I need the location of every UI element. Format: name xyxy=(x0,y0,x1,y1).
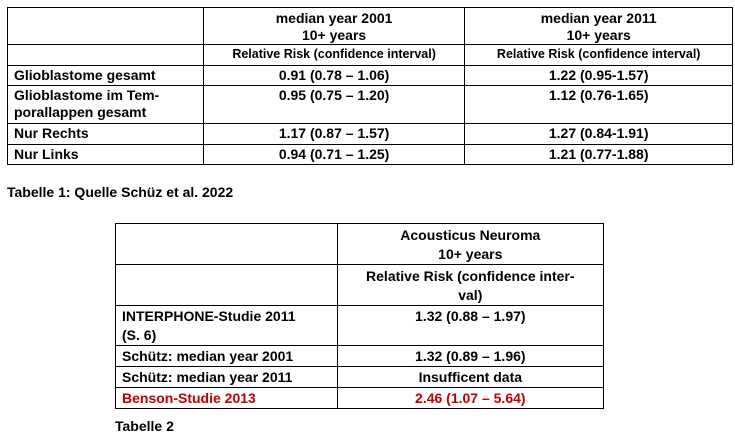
header-text: 10+ years xyxy=(438,246,503,262)
table-row: Schütz: median year 2011 Insufficent dat… xyxy=(115,366,605,388)
table-1-caption: Tabelle 1: Quelle Schüz et al. 2022 xyxy=(7,184,234,200)
row-label: Glioblastome im Tem- porallappen gesamt xyxy=(7,85,204,124)
header-cell: median year 2001 10+ years xyxy=(202,7,466,45)
row-value: 2.46 (1.07 – 5.64) xyxy=(336,387,605,409)
header-text: Acousticus Neuroma xyxy=(400,227,541,243)
row-value: Insufficent data xyxy=(336,366,605,388)
row-value: 0.94 (0.71 – 1.25) xyxy=(202,144,466,165)
row-label: INTERPHONE-Studie 2011 (S. 6) xyxy=(115,305,338,346)
row-value: 1.12 (0.76-1.65) xyxy=(464,85,733,124)
table-row: Nur Links 0.94 (0.71 – 1.25) 1.21 (0.77-… xyxy=(7,144,733,165)
subheader-text: Relative Risk (confidence inter- xyxy=(366,268,575,284)
header-text: 10+ years xyxy=(566,27,631,43)
header-cell: median year 2011 10+ years xyxy=(464,7,733,45)
subheader-empty-cell xyxy=(7,44,204,66)
header-text: median year 2011 xyxy=(540,10,657,26)
row-value: 1.27 (0.84-1.91) xyxy=(464,123,733,145)
header-empty-cell xyxy=(7,7,204,45)
row-label: Nur Links xyxy=(7,144,204,165)
subheader-empty-cell xyxy=(115,264,338,306)
subheader-cell: Relative Risk (confidence inter- val) xyxy=(336,264,605,306)
row-label: Schütz: median year 2001 xyxy=(115,345,338,367)
row-label: Glioblastome gesamt xyxy=(7,65,204,86)
table-row: Nur Rechts 1.17 (0.87 – 1.57) 1.27 (0.84… xyxy=(7,123,733,145)
header-empty-cell xyxy=(115,223,338,265)
row-value: 1.21 (0.77-1.88) xyxy=(464,144,733,165)
table-row: Benson-Studie 2013 2.46 (1.07 – 5.64) xyxy=(115,387,605,409)
subheader-cell: Relative Risk (confidence interval) xyxy=(464,44,733,66)
table-subheader-row: Relative Risk (confidence interval) Rela… xyxy=(7,44,733,66)
row-label-line: INTERPHONE-Studie 2011 xyxy=(122,308,296,324)
row-label: Schütz: median year 2011 xyxy=(115,366,338,388)
row-label-line: porallappen gesamt xyxy=(14,104,147,120)
table-row: Glioblastome im Tem- porallappen gesamt … xyxy=(7,85,733,124)
table-header-row: median year 2001 10+ years median year 2… xyxy=(7,7,733,45)
table-row: INTERPHONE-Studie 2011 (S. 6) 1.32 (0.88… xyxy=(115,305,605,346)
header-text: 10+ years xyxy=(301,27,367,43)
row-label: Benson-Studie 2013 xyxy=(115,387,338,409)
row-label: Nur Rechts xyxy=(7,123,204,145)
row-value: 0.91 (0.78 – 1.06) xyxy=(202,65,466,86)
row-label-line: Glioblastome im Tem- xyxy=(14,87,160,103)
table-header-row: Acousticus Neuroma 10+ years xyxy=(115,223,605,265)
header-text: median year 2001 xyxy=(275,10,393,26)
table-subheader-row: Relative Risk (confidence inter- val) xyxy=(115,264,605,306)
subheader-text: val) xyxy=(458,287,483,303)
table-row: Schütz: median year 2001 1.32 (0.89 – 1.… xyxy=(115,345,605,367)
table-row: Glioblastome gesamt 0.91 (0.78 – 1.06) 1… xyxy=(7,65,733,86)
table-2: Acousticus Neuroma 10+ years Relative Ri… xyxy=(115,223,605,409)
row-value: 1.32 (0.88 – 1.97) xyxy=(336,305,605,346)
table-2-caption: Tabelle 2 xyxy=(115,418,174,434)
row-value: 1.32 (0.89 – 1.96) xyxy=(336,345,605,367)
row-value: 0.95 (0.75 – 1.20) xyxy=(202,85,466,124)
subheader-cell: Relative Risk (confidence interval) xyxy=(202,44,466,66)
header-cell: Acousticus Neuroma 10+ years xyxy=(336,223,605,265)
row-value: 1.17 (0.87 – 1.57) xyxy=(202,123,466,145)
table-1: median year 2001 10+ years median year 2… xyxy=(7,7,733,165)
row-label-line: (S. 6) xyxy=(122,327,157,343)
row-value: 1.22 (0.95-1.57) xyxy=(464,65,733,86)
